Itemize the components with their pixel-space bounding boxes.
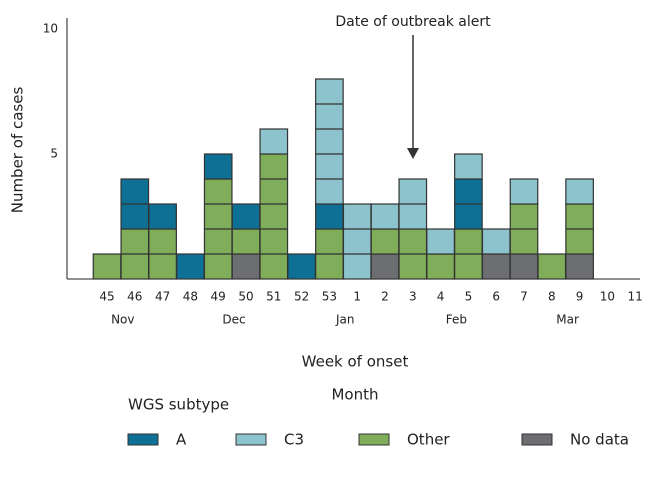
x-tick-label: 3 — [409, 290, 417, 304]
x-tick-label: 1 — [353, 290, 361, 304]
y-tick-label: 10 — [43, 22, 58, 36]
legend-swatch — [127, 433, 159, 446]
x-tick-label: 9 — [576, 290, 584, 304]
arrow-head — [407, 148, 419, 159]
x-tick-label: 51 — [266, 290, 281, 304]
x-tick-label: 2 — [381, 290, 389, 304]
bar-segment — [509, 178, 539, 205]
bar-segment — [481, 228, 511, 255]
bar-segment — [370, 253, 400, 280]
bar-segment — [315, 203, 344, 230]
x-tick-label: 48 — [183, 290, 198, 304]
x-tick-label: 53 — [322, 290, 337, 304]
bar-segment — [370, 203, 400, 230]
bar-segment — [92, 253, 122, 280]
x-tick-label: 4 — [437, 290, 445, 304]
bar-segment — [176, 253, 205, 280]
y-axis-label: Number of cases — [9, 87, 27, 214]
x-tick-label: 5 — [465, 290, 473, 304]
bar-segment — [426, 228, 455, 255]
x-tick-label: 45 — [99, 290, 114, 304]
bar-segment — [454, 153, 483, 180]
bar-segment — [426, 253, 455, 280]
x-axis-label: Week of onset — [302, 353, 409, 371]
bar-segment — [231, 228, 261, 255]
x-tick-label: 6 — [492, 290, 500, 304]
bar-segment — [481, 253, 511, 280]
x-tick-label: 7 — [520, 290, 528, 304]
x-axis-label-2: Month — [331, 386, 378, 404]
bar-segment — [370, 228, 400, 255]
bar-segment — [203, 153, 233, 180]
x-tick-label: 49 — [211, 290, 226, 304]
legend-swatch — [521, 433, 553, 446]
month-label: Nov — [111, 313, 134, 327]
x-tick-label: 46 — [127, 290, 142, 304]
x-tick-label: 47 — [155, 290, 170, 304]
legend-title: WGS subtype — [128, 396, 229, 414]
month-label: Jan — [335, 313, 355, 327]
legend-label: Other — [407, 431, 450, 449]
legend-label: A — [176, 431, 187, 449]
bar-segment — [231, 253, 261, 280]
x-tick-label: 11 — [628, 290, 643, 304]
bar-segment — [509, 253, 539, 280]
x-tick-label: 8 — [548, 290, 556, 304]
legend-swatch — [358, 433, 390, 446]
bar-segment — [231, 203, 261, 230]
month-label: Mar — [556, 313, 579, 327]
bar-segment — [342, 203, 372, 280]
x-tick-label: 50 — [238, 290, 253, 304]
y-tick-label: 5 — [50, 147, 58, 161]
bar-segment — [565, 253, 594, 280]
bar-segment — [565, 178, 594, 205]
month-label: Dec — [222, 313, 245, 327]
legend-label: C3 — [284, 431, 304, 449]
x-tick-label: 10 — [600, 290, 615, 304]
bar-segment — [148, 203, 177, 230]
bar-segment — [537, 253, 567, 280]
month-label: Feb — [446, 313, 467, 327]
x-tick-label: 52 — [294, 290, 309, 304]
legend-swatch — [235, 433, 267, 446]
bar-segment — [287, 253, 316, 280]
bar-segment — [259, 153, 289, 280]
bar-segment — [259, 128, 289, 155]
legend-label: No data — [570, 431, 629, 449]
bar-segment — [315, 78, 344, 205]
annotation: Date of outbreak alert — [335, 14, 491, 30]
